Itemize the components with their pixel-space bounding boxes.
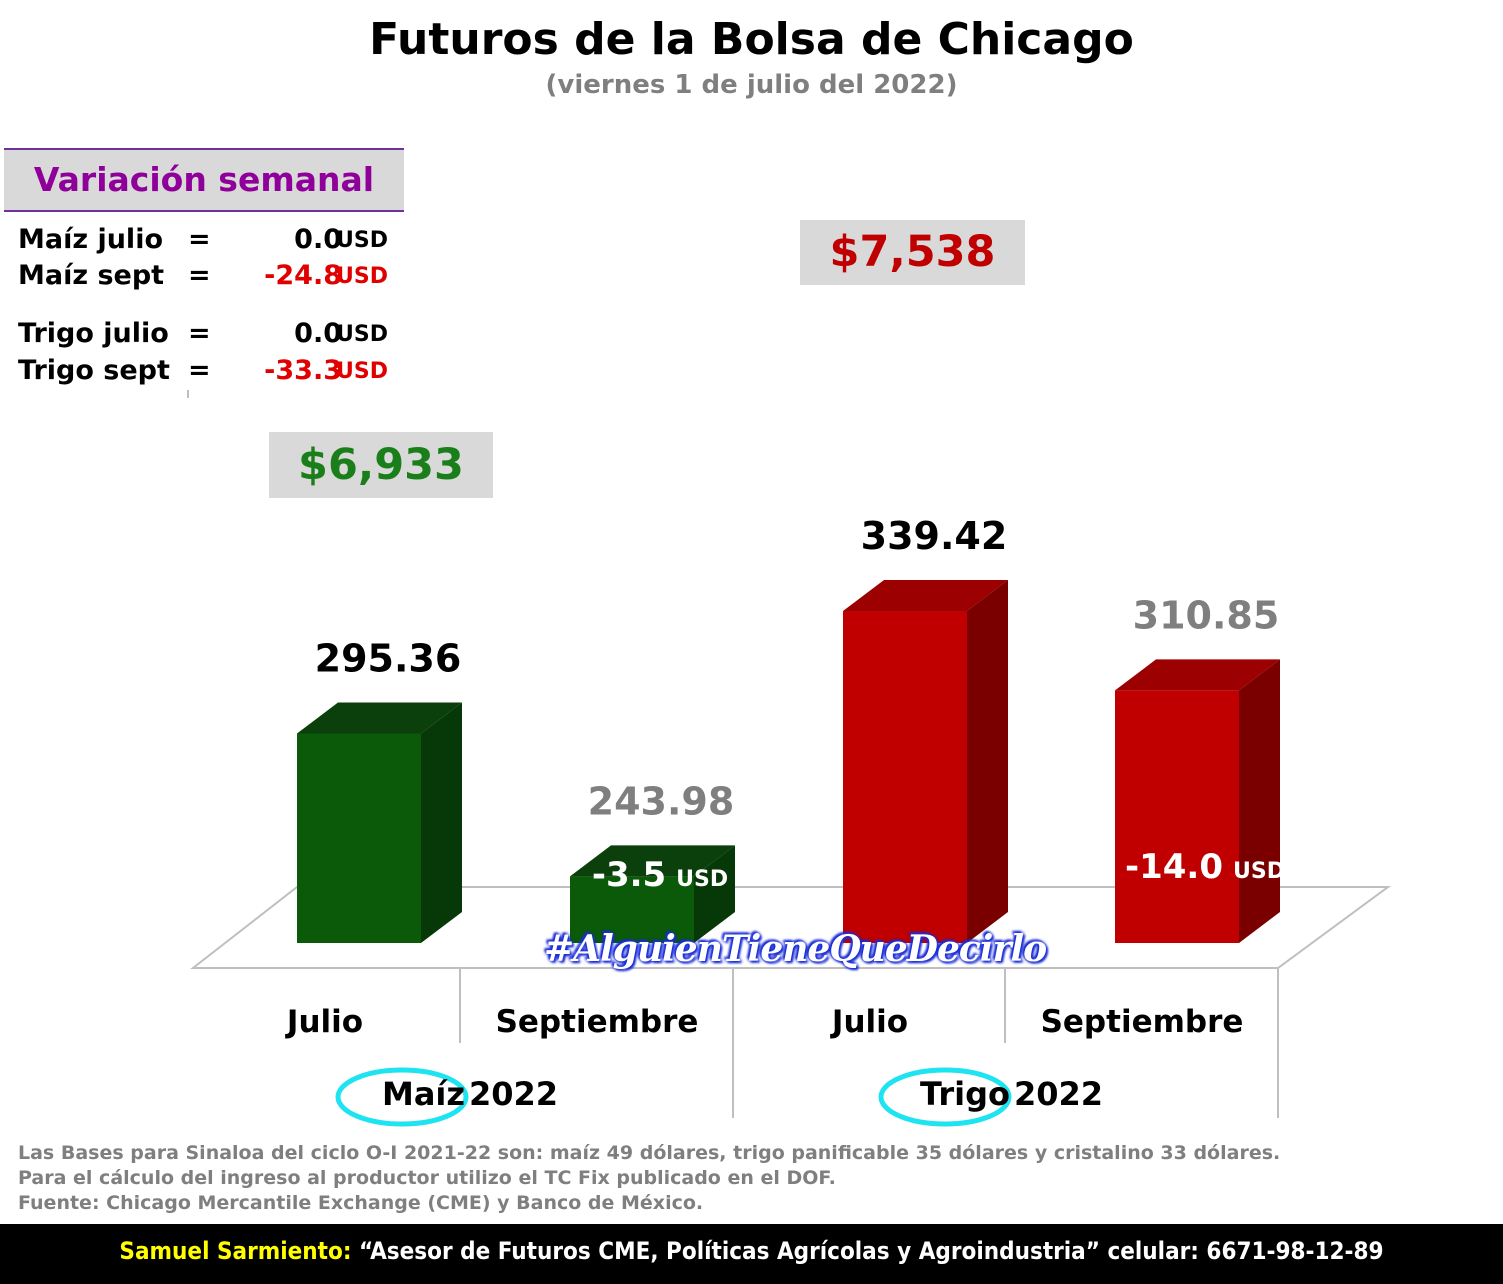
- bar-top: [297, 702, 462, 734]
- bar-top: [1115, 659, 1280, 691]
- bar-front: [1115, 690, 1239, 943]
- bar-inner-change-label: -3.5 USD: [592, 855, 728, 895]
- chart-subtitle: (viernes 1 de julio del 2022): [545, 70, 958, 100]
- variation-label: Trigo sept: [18, 355, 170, 386]
- bar-value-label: 243.98: [588, 779, 735, 823]
- variation-row-trigo-julio: Trigo julio = 0.0 USD: [18, 318, 388, 352]
- variation-value: 0.0: [294, 318, 342, 349]
- author-name: Samuel Sarmiento:: [119, 1237, 352, 1265]
- footnote-line: Las Bases para Sinaloa del ciclo O-I 202…: [18, 1142, 1281, 1164]
- variation-value: -24.8: [264, 260, 342, 291]
- bar-top: [570, 845, 735, 877]
- bar-side: [967, 580, 1008, 943]
- variation-equals: =: [188, 224, 211, 255]
- bar-top: [843, 580, 1008, 612]
- group-highlight-circle: [335, 1067, 469, 1127]
- price-box-maiz: $6,933: [269, 432, 493, 498]
- bar-front: [570, 876, 694, 943]
- bar-side: [421, 702, 462, 943]
- bar-value-label: 310.85: [1133, 593, 1280, 637]
- variation-value: 0.0: [294, 224, 342, 255]
- category-label: Septiembre: [1041, 1004, 1244, 1040]
- bar-inner-change-label: -14.0 USD: [1125, 847, 1285, 887]
- variation-value: -33.3: [264, 355, 342, 386]
- bar-front: [843, 611, 967, 943]
- variation-equals: =: [188, 260, 211, 291]
- price-box-trigo: $7,538: [800, 220, 1025, 285]
- weekly-variation-header: Variación semanal: [4, 148, 404, 212]
- variation-unit: USD: [336, 264, 388, 289]
- variation-row-maiz-julio: Maíz julio = 0.0 USD: [18, 224, 388, 258]
- bar-trigo-julio: [843, 580, 1008, 943]
- category-label: Julio: [830, 1004, 908, 1040]
- bar-trigo-septiembre: [1115, 659, 1280, 943]
- variation-equals: =: [188, 318, 211, 349]
- bar-front: [297, 733, 421, 943]
- group-name-label: Maíz: [382, 1075, 465, 1113]
- footnote-line: Fuente: Chicago Mercantile Exchange (CME…: [18, 1192, 704, 1214]
- bars-layer: [297, 580, 1280, 943]
- group-highlight-circle: [878, 1067, 1012, 1127]
- group-name-label: Trigo: [920, 1075, 1010, 1113]
- variation-unit: USD: [336, 359, 388, 384]
- bar-value-label: 295.36: [315, 636, 462, 680]
- bar-side: [694, 845, 735, 943]
- group-labels-layer: Maíz 2022 Trigo 2022: [335, 1067, 1103, 1127]
- bar-value-label: 339.42: [861, 514, 1008, 558]
- variation-equals: =: [188, 355, 211, 386]
- value-labels-layer: 295.36 243.98 -3.5 USD 339.42 310.85 -14.0 USD: [315, 514, 1285, 895]
- variation-row-maiz-sept: Maíz sept = -24.8 USD: [18, 260, 388, 294]
- author-contact-bar: Samuel Sarmiento: “Asesor de Futuros CME…: [0, 1224, 1503, 1284]
- variation-unit: USD: [336, 228, 388, 253]
- category-labels-layer: Julio Septiembre Julio Septiembre: [285, 1004, 1243, 1040]
- chart-floor: [190, 886, 1392, 969]
- category-label: Septiembre: [496, 1004, 699, 1040]
- group-year-label: 2022: [469, 1075, 558, 1113]
- category-label: Julio: [285, 1004, 363, 1040]
- bar-side: [1239, 659, 1280, 943]
- variation-label: Trigo julio: [18, 318, 169, 349]
- author-description: “Asesor de Futuros CME, Políticas Agríco…: [351, 1237, 1384, 1265]
- chart-title: Futuros de la Bolsa de Chicago: [369, 14, 1134, 65]
- variation-label: Maíz sept: [18, 260, 165, 291]
- variation-row-trigo-sept: Trigo sept = -33.3 USD: [18, 355, 388, 389]
- bar-maiz-julio: [297, 702, 462, 943]
- variation-label: Maíz julio: [18, 224, 163, 255]
- bar-maiz-septiembre: [570, 845, 735, 943]
- variation-unit: USD: [336, 322, 388, 347]
- footnote-line: Para el cálculo del ingreso al productor…: [18, 1167, 836, 1189]
- group-year-label: 2022: [1014, 1075, 1103, 1113]
- hashtag-watermark: #AlguienTieneQueDecirlo: [544, 928, 1047, 970]
